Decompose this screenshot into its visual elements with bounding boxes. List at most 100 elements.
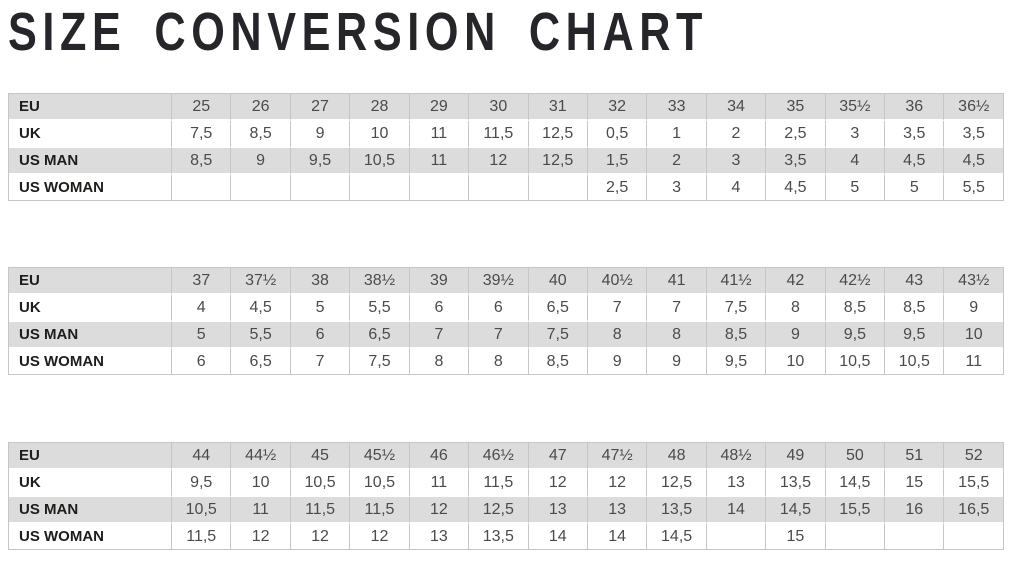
size-cell: 6,5 [230,349,289,374]
size-cell: 4 [824,148,885,175]
size-cell: 7 [289,349,349,374]
row-label-eu: EU [9,94,171,121]
size-cell: 41½ [705,268,766,295]
size-cell: 16,5 [943,497,1003,524]
size-cell [943,524,1003,549]
size-cell: 25 [171,94,231,121]
size-cell: 2,5 [586,175,646,200]
size-cell: 11 [943,349,1003,374]
row-label-eu: EU [9,268,171,295]
size-cell: 11,5 [349,497,409,524]
size-cell: 10 [349,121,409,148]
size-cell: 7,5 [527,322,587,349]
size-cell: 7 [586,295,647,322]
size-cell [349,175,408,200]
size-cell: 12 [586,470,647,497]
size-table-eu-25-to-36half: EU 25 26 27 28 29 30 31 32 33 34 35 35½ 36 36½ UK 7,5 8,5… [8,93,1004,201]
size-cell: 15,5 [824,497,885,524]
size-cell: 8 [408,349,468,374]
size-cell: 4 [171,295,231,322]
size-cell: 5,5 [943,175,1003,200]
size-cell: 38½ [349,268,409,295]
size-cell: 3 [705,148,766,175]
size-cell: 8,5 [527,349,587,374]
size-cell: 12 [230,524,289,549]
size-cell: 10,5 [349,148,409,175]
size-cell: 5,5 [230,322,290,349]
size-cell: 10,5 [289,470,350,497]
size-cell: 15 [884,470,944,497]
size-cell: 8,5 [171,148,231,175]
row-label-uk: UK [9,470,171,497]
size-table-eu-37-to-43half: EU 37 37½ 38 38½ 39 39½ 40 40½ 41 41½ 42 42½ 43 43½ UK 4… [8,267,1004,375]
size-cell: 10 [230,470,290,497]
size-cell: 44 [171,443,231,470]
size-row-us-man: US MAN 5 5,5 6 6,5 7 7 7,5 8 8 8,5 9 9,5 9,5 10 [9,322,1003,349]
size-row-us-woman: US WOMAN 2,5 3 4 4,5 5 5 5,5 [9,175,1003,200]
size-cell: 7 [646,295,706,322]
size-cell: 6,5 [349,322,409,349]
size-cell: 12 [468,148,528,175]
size-cell: 10 [943,322,1003,349]
row-label-us-woman: US WOMAN [19,179,104,196]
row-label-us-woman: US WOMAN [19,353,104,370]
size-cell: 27 [289,94,350,121]
size-cell: 12 [349,524,408,549]
size-row-us-man: US MAN 10,5 11 11,5 11,5 12 12,5 13 13 13,5 14 14,5… [9,497,1003,524]
size-cell: 6 [289,322,350,349]
row-label-us-man: US MAN [9,322,171,349]
size-cell: 3,5 [765,148,825,175]
size-cell [230,175,289,200]
size-row-uk: UK 4 4,5 5 5,5 6 6 6,5 7 7 7,5 8 8,5 8,5 9 [9,295,1003,322]
size-cell: 37½ [230,268,290,295]
size-cell: 40 [527,268,587,295]
page-title: SIZE CONVERSION CHART [8,2,709,62]
size-cell: 51 [884,443,944,470]
size-cell: 4 [705,175,765,200]
size-cell: 6 [468,295,528,322]
size-cell: 46 [408,443,469,470]
size-row-eu: EU 44 44½ 45 45½ 46 46½ 47 47½ 48 48½ 49 50 51 52 [9,443,1003,470]
size-cell: 35½ [824,94,885,121]
size-cell: 42 [765,268,825,295]
size-cell: 14 [705,497,766,524]
size-cell: 7,5 [171,121,231,148]
size-cell: 12,5 [527,121,587,148]
size-cell: 3 [824,121,885,148]
size-cell: 11 [230,497,290,524]
size-cell: 1 [646,121,706,148]
size-cell [171,175,230,200]
size-cell: 5 [884,175,943,200]
size-cell: 12,5 [646,470,706,497]
size-cell: 12 [289,524,349,549]
size-cell: 5 [171,322,231,349]
size-row-us-woman: US WOMAN 6 6,5 7 7,5 8 8 8,5 9 9 9,5 10 10,5 10,5 11 [9,349,1003,374]
size-cell: 16 [884,497,944,524]
size-cell: 12,5 [468,497,528,524]
size-cell: 6 [171,349,230,374]
size-cell: 30 [468,94,528,121]
size-cell: 11,5 [468,470,528,497]
size-cell: 8 [646,322,706,349]
size-cell: 11 [408,121,469,148]
size-cell: 40½ [586,268,647,295]
size-cell: 7 [468,322,528,349]
size-cell: 1,5 [586,148,647,175]
size-cell: 12 [527,470,587,497]
size-cell: 13,5 [646,497,706,524]
size-cell: 12 [408,497,469,524]
size-cell: 41 [646,268,706,295]
size-cell: 34 [705,94,766,121]
size-cell: 13 [586,497,647,524]
size-cell: 8,5 [230,121,290,148]
size-cell: 48 [646,443,706,470]
size-cell: 13,5 [765,470,825,497]
size-cell: 6,5 [527,295,587,322]
size-row-uk: UK 9,5 10 10,5 10,5 11 11,5 12 12 12,5 13 13,5 14,5 1… [9,470,1003,497]
size-cell [289,175,349,200]
size-cell: 9 [586,349,646,374]
size-cell: 11 [408,148,469,175]
size-cell: 6 [408,295,469,322]
row-label-uk: UK [9,295,171,322]
size-cell: 50 [824,443,885,470]
